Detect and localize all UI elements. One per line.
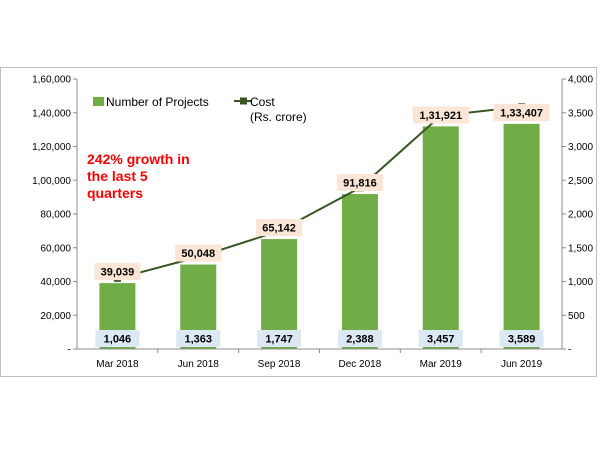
y-right-tick-label: 500 bbox=[568, 311, 585, 322]
annotation-line-3: quarters bbox=[87, 185, 143, 201]
annotation-line-2: the last 5 bbox=[87, 168, 148, 184]
cost-data-label: 3,589 bbox=[508, 334, 536, 346]
bar-projects bbox=[422, 126, 459, 349]
projects-label-box bbox=[336, 174, 383, 192]
y-left-tick-label: 40,000 bbox=[40, 277, 71, 288]
y-right-axis: - 500 1,000 1,500 2,000 2,500 3,000 3,500 4,000 bbox=[561, 75, 593, 356]
cost-labels: 1,046 1,363 1,747 2,388 3,457 3,589 bbox=[95, 330, 544, 347]
y-left-tick-label: - bbox=[68, 345, 71, 356]
y-right-tick-label: 2,500 bbox=[568, 176, 593, 187]
x-tick-label: Jun 2018 bbox=[178, 359, 220, 370]
x-tick-label: Mar 2019 bbox=[420, 359, 463, 370]
projects-label-box bbox=[175, 244, 222, 262]
y-left-tick-label: 1,20,000 bbox=[32, 142, 71, 153]
cost-label-box bbox=[337, 330, 382, 347]
projects-data-label: 1,31,921 bbox=[419, 110, 462, 122]
x-tick-label: Sep 2018 bbox=[258, 359, 301, 370]
y-left-tick-label: 80,000 bbox=[40, 210, 71, 221]
legend-marker-cost bbox=[240, 97, 247, 105]
y-right-tick-label: 3,500 bbox=[568, 108, 593, 119]
y-left-tick-label: 60,000 bbox=[40, 243, 71, 254]
legend-label-projects: Number of Projects bbox=[106, 95, 209, 109]
projects-label-box bbox=[94, 263, 141, 281]
y-left-tick-label: 1,60,000 bbox=[32, 75, 71, 86]
y-left-tick-label: 20,000 bbox=[40, 311, 71, 322]
projects-data-label: 50,048 bbox=[181, 248, 215, 260]
projects-data-label: 91,816 bbox=[343, 178, 377, 190]
projects-data-label: 39,039 bbox=[101, 267, 135, 279]
growth-annotation: 242% growth in the last 5 quarters bbox=[87, 151, 190, 201]
x-tick-label: Dec 2018 bbox=[339, 359, 382, 370]
y-right-tick-label: 1,000 bbox=[568, 277, 593, 288]
legend-swatch-projects bbox=[93, 97, 104, 106]
cost-data-label: 3,457 bbox=[427, 334, 455, 346]
projects-label-box bbox=[256, 219, 303, 237]
cost-data-label: 1,363 bbox=[184, 334, 212, 346]
cost-data-label: 1,046 bbox=[104, 334, 132, 346]
projects-label-box bbox=[412, 106, 469, 124]
y-left-axis: - 20,000 40,000 60,000 80,000 1,00,000 1,20,00… bbox=[32, 75, 78, 356]
y-left-tick-label: 1,00,000 bbox=[32, 176, 71, 187]
cost-data-label: 1,747 bbox=[265, 334, 293, 346]
bar-projects bbox=[341, 194, 378, 349]
bar-projects bbox=[503, 123, 540, 349]
cost-label-box bbox=[257, 330, 302, 347]
cost-label-box bbox=[95, 330, 140, 347]
legend-label-cost: Cost bbox=[250, 95, 275, 109]
x-axis: Mar 2018 Jun 2018 Sep 2018 Dec 2018 Mar 2019… bbox=[77, 348, 562, 370]
cost-label-box bbox=[176, 330, 221, 347]
y-right-tick-label: 3,000 bbox=[568, 142, 593, 153]
cost-data-label: 2,388 bbox=[346, 334, 374, 346]
x-tick-label: Mar 2018 bbox=[96, 359, 139, 370]
y-right-tick-label: - bbox=[568, 345, 571, 356]
y-right-tick-label: 2,000 bbox=[568, 210, 593, 221]
x-tick-label: Jun 2019 bbox=[501, 359, 543, 370]
projects-data-label: 65,142 bbox=[262, 223, 296, 235]
projects-label-box bbox=[493, 103, 550, 121]
cost-label-box bbox=[418, 330, 463, 347]
y-right-tick-label: 4,000 bbox=[568, 75, 593, 86]
project-labels: 39,039 50,048 65,142 91,816 1,31,921 1,33,407 bbox=[94, 103, 550, 281]
y-left-tick-label: 1,40,000 bbox=[32, 108, 71, 119]
y-right-tick-label: 1,500 bbox=[568, 243, 593, 254]
cost-label-box bbox=[499, 330, 544, 347]
annotation-line-1: 242% growth in bbox=[87, 151, 190, 167]
legend-label-cost-unit: (Rs. crore) bbox=[250, 110, 307, 124]
projects-data-label: 1,33,407 bbox=[500, 107, 543, 119]
legend: Number of Projects Cost (Rs. crore) bbox=[93, 95, 307, 124]
